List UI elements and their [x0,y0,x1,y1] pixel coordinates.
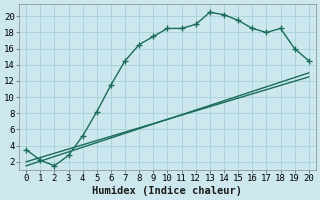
X-axis label: Humidex (Indice chaleur): Humidex (Indice chaleur) [92,186,243,196]
